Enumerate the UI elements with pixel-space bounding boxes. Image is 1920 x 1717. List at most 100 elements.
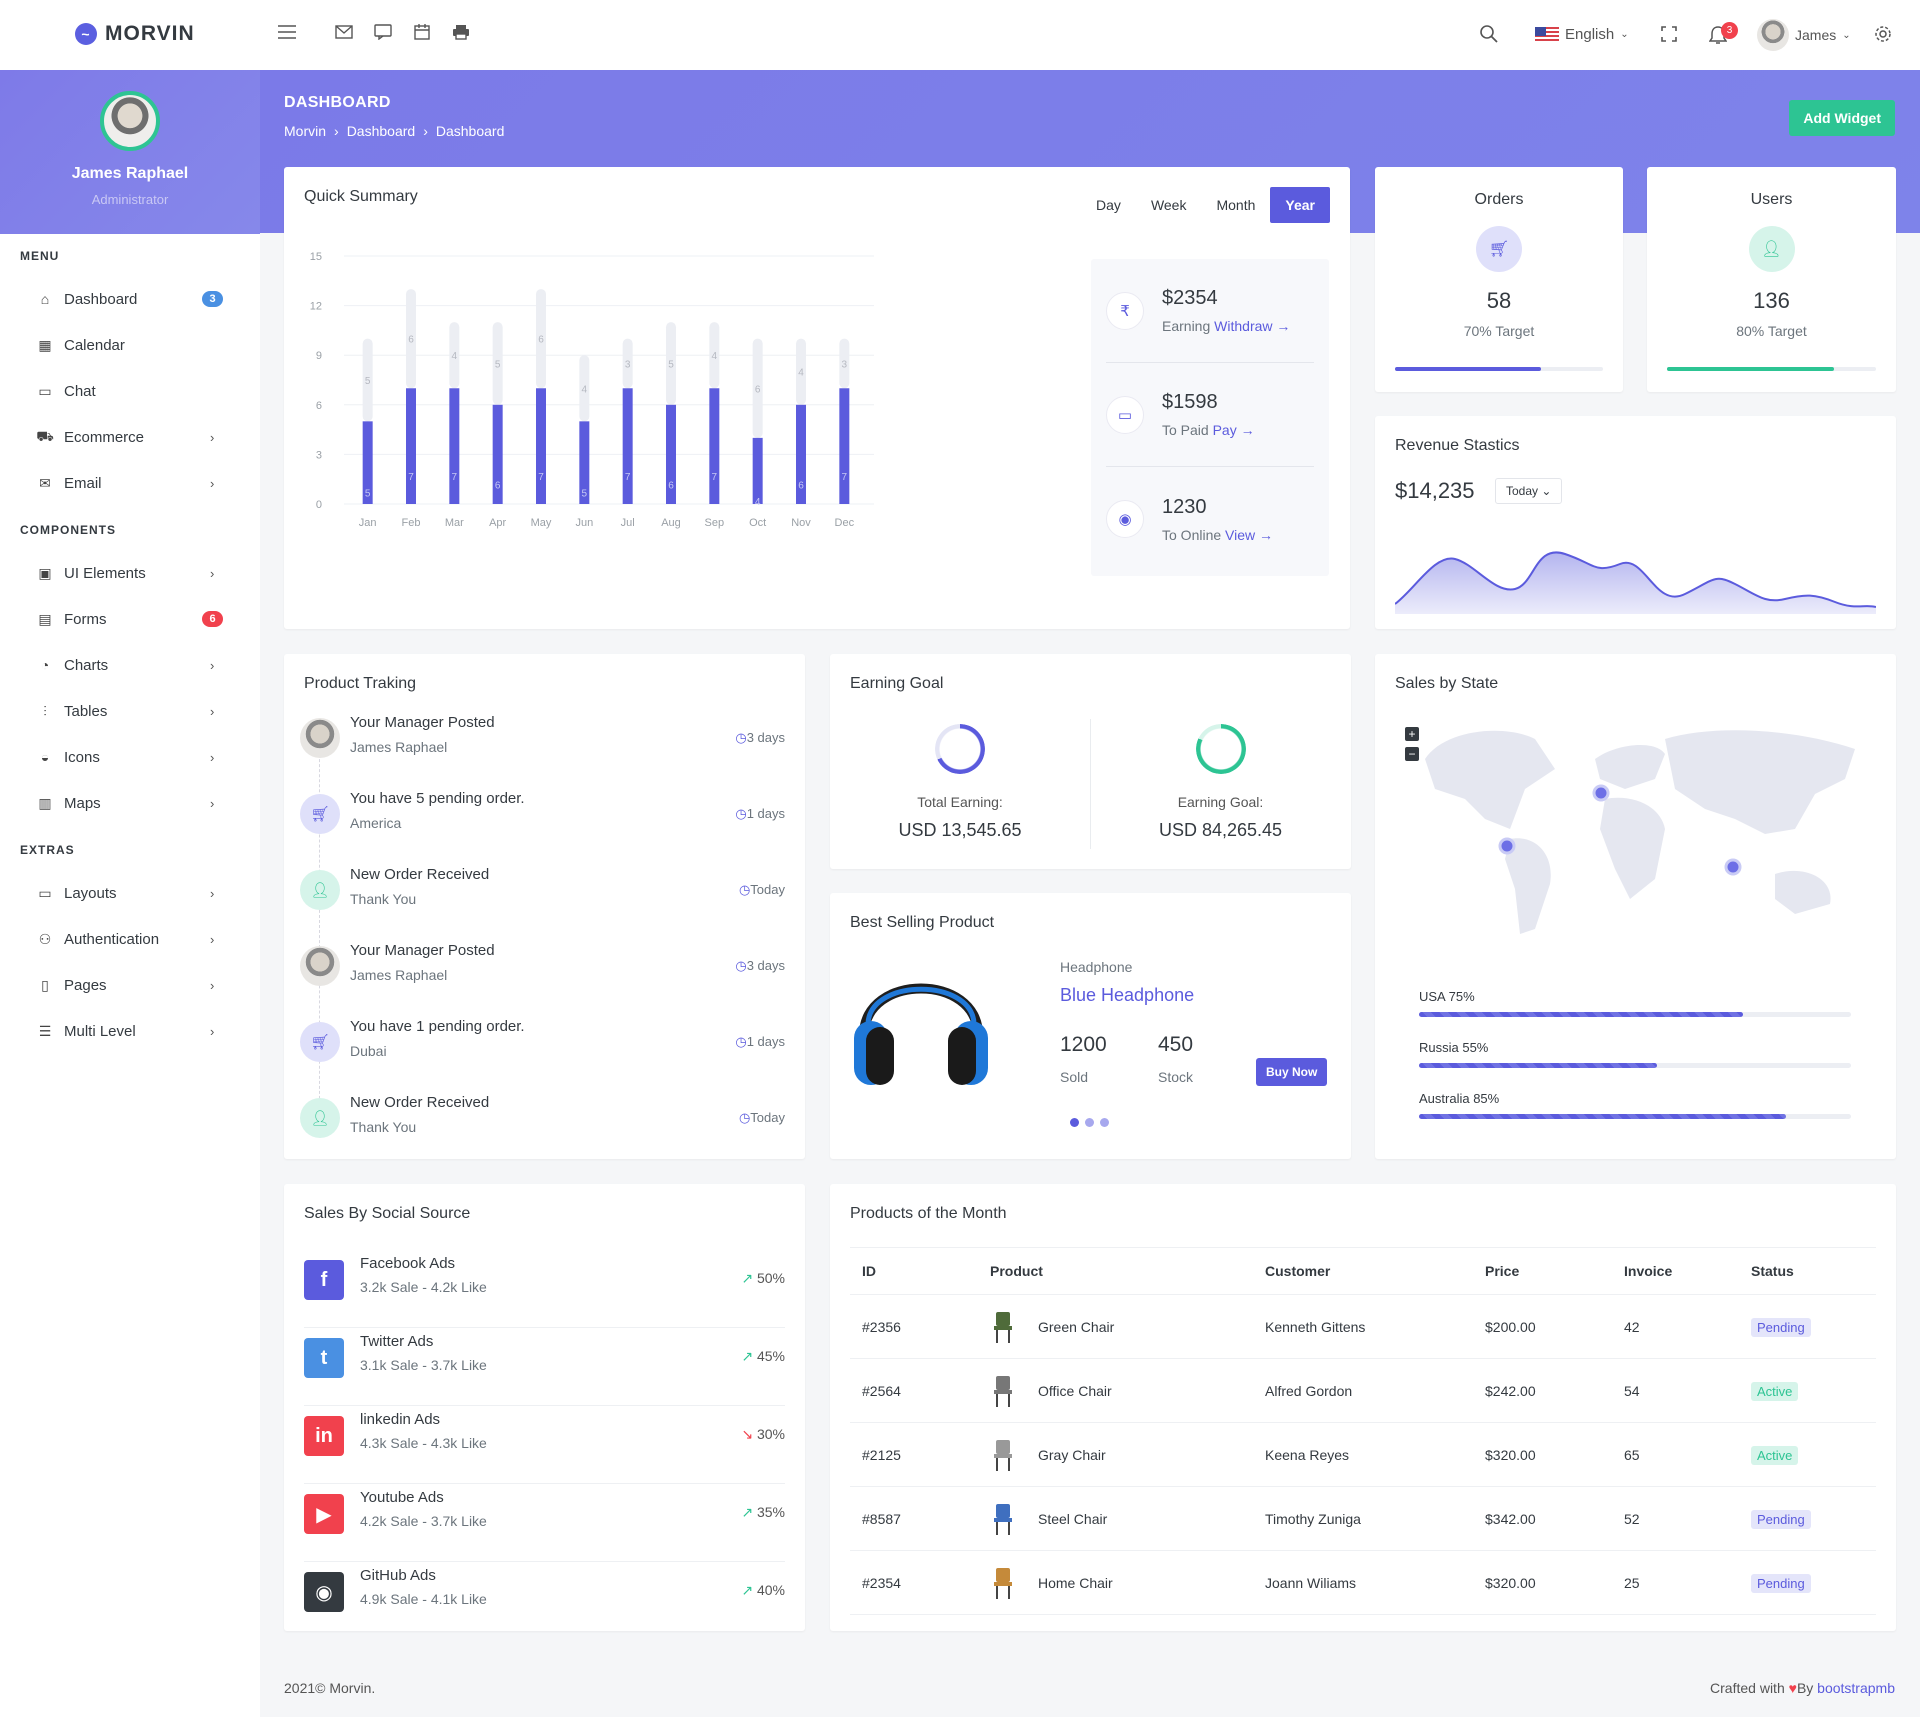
- state-row: Australia 85%: [1419, 1091, 1851, 1142]
- tab-day[interactable]: Day: [1096, 197, 1121, 213]
- sidebar-item-ecommerce[interactable]: ⛟ Ecommerce ›: [0, 414, 260, 460]
- stat-link[interactable]: Pay: [1212, 422, 1237, 438]
- bar-value-label: 6: [668, 480, 674, 491]
- bar-secondary: [492, 322, 503, 405]
- settings-gear-icon[interactable]: [1874, 25, 1892, 43]
- stat-link[interactable]: View: [1225, 526, 1256, 543]
- brand-logo[interactable]: ~ MORVIN: [75, 22, 195, 46]
- divider: [1090, 719, 1091, 849]
- revenue-filter-dropdown[interactable]: Today ⌄: [1495, 478, 1563, 504]
- breadcrumb-item[interactable]: Dashboard: [346, 123, 416, 139]
- sales-by-state-card: Sales by State + − USA 75% Russia 55% Aust…: [1375, 654, 1896, 1159]
- bar-primary: [839, 388, 850, 504]
- us-flag-icon: [1535, 26, 1559, 43]
- sidebar-item-layouts[interactable]: ▭ Layouts ›: [0, 870, 260, 916]
- language-selector[interactable]: English ⌄: [1535, 26, 1629, 43]
- cell-id: #8587: [862, 1510, 901, 1527]
- user-menu[interactable]: James ⌄: [1757, 19, 1851, 51]
- carousel-dot[interactable]: [1070, 1118, 1079, 1127]
- zoom-in-button[interactable]: +: [1405, 727, 1419, 741]
- period-tabs: Day Week Month Year: [1081, 187, 1330, 223]
- youtube-icon: ▶: [304, 1494, 344, 1534]
- sidebar-item-calendar[interactable]: ▦ Calendar: [0, 322, 260, 368]
- table-row[interactable]: #2356 Green Chair Kenneth Gittens $200.00 42…: [850, 1295, 1876, 1359]
- timeline-time: ◷Today: [739, 1110, 785, 1126]
- sidebar-item-dashboard[interactable]: ⌂ Dashboard 3: [0, 276, 260, 322]
- profile-avatar[interactable]: [100, 91, 160, 151]
- printer-icon[interactable]: [451, 22, 470, 41]
- timeline-sub: James Raphael: [350, 967, 448, 983]
- chair-image: [990, 1310, 1018, 1344]
- table-row[interactable]: #2125 Gray Chair Keena Reyes $320.00 65 Activ…: [850, 1423, 1876, 1487]
- cell-price: $242.00: [1485, 1382, 1536, 1399]
- sidebar-item-pages[interactable]: ▯ Pages ›: [0, 962, 260, 1008]
- calendar-icon: ▦: [38, 336, 52, 353]
- breadcrumb-item[interactable]: Morvin: [284, 123, 327, 139]
- search-icon[interactable]: [1480, 25, 1498, 43]
- column-header: Price: [1485, 1263, 1520, 1279]
- sidebar-item-maps[interactable]: ▥ Maps ›: [0, 780, 260, 826]
- menu-badge: 6: [202, 611, 223, 627]
- sidebar-item-tables[interactable]: ⫶ Tables ›: [0, 688, 260, 734]
- users-value: 136: [1753, 288, 1790, 313]
- time-label: 1 days: [746, 1034, 785, 1049]
- chat-icon[interactable]: [373, 22, 392, 41]
- buy-now-button[interactable]: Buy Now: [1256, 1058, 1328, 1086]
- sidebar-item-icons[interactable]: ◒ Icons ›: [0, 734, 260, 780]
- bar-primary: [406, 388, 416, 504]
- timeline-item: Your Manager Posted James Raphael ◷3 days: [300, 942, 785, 1002]
- product-category: Headphone: [1060, 959, 1133, 975]
- sidebar-item-multi-level[interactable]: ☰ Multi Level ›: [0, 1008, 260, 1054]
- column-header: Customer: [1265, 1263, 1331, 1279]
- bar-primary: [709, 388, 720, 504]
- card-title: Revenue Stastics: [1395, 437, 1520, 454]
- timeline-sub: Dubai: [350, 1043, 387, 1059]
- fullscreen-icon[interactable]: [1661, 26, 1677, 42]
- bar-value-label: 4: [755, 497, 761, 508]
- hamburger-menu-icon[interactable]: [277, 22, 296, 41]
- headphone-image: [854, 983, 988, 1085]
- social-sub: 4.2k Sale - 3.7k Like: [360, 1513, 487, 1529]
- breadcrumb: Morvin › Dashboard › Dashboard: [284, 123, 504, 139]
- cart-icon: 🛒︎: [300, 1022, 340, 1062]
- social-source-card: Sales By Social Source f Facebook Ads 3.2k…: [284, 1184, 805, 1631]
- credits-prefix: Crafted with: [1710, 1680, 1785, 1696]
- sidebar-item-chat[interactable]: ▭ Chat: [0, 368, 260, 414]
- stat-link[interactable]: Withdraw: [1214, 318, 1273, 334]
- bar-primary: [666, 404, 676, 504]
- sidebar-item-authentication[interactable]: ⚇ Authentication ›: [0, 916, 260, 962]
- sidebar-item-ui-elements[interactable]: ▣ UI Elements ›: [0, 550, 260, 596]
- sidebar-item-email[interactable]: ✉ Email ›: [0, 460, 260, 506]
- card-title: Product Traking: [304, 675, 417, 692]
- state-label: Australia 85%: [1419, 1091, 1500, 1106]
- status-badge: Active: [1751, 1445, 1799, 1465]
- bar-value-label: 4: [712, 351, 718, 362]
- bar-value-label: 6: [495, 480, 501, 491]
- sidebar-profile: James Raphael Administrator: [0, 70, 260, 234]
- bar-secondary: [796, 338, 806, 405]
- product-name[interactable]: Blue Headphone: [1060, 985, 1195, 1005]
- calendar-icon[interactable]: [412, 22, 431, 41]
- sidebar-item-forms[interactable]: ▤ Forms 6: [0, 596, 260, 642]
- facebook-icon: f: [304, 1260, 344, 1300]
- card-title: Quick Summary: [304, 188, 418, 205]
- carousel-dot[interactable]: [1085, 1118, 1094, 1127]
- mail-icon[interactable]: [334, 22, 353, 41]
- user-name: James: [1795, 27, 1837, 43]
- zoom-out-button[interactable]: −: [1405, 747, 1419, 761]
- total-earning-block: Total Earning: USD 13,545.65: [830, 724, 1090, 841]
- tab-month[interactable]: Month: [1216, 197, 1256, 213]
- notifications-button[interactable]: 3: [1709, 22, 1738, 45]
- table-row[interactable]: #8587 Steel Chair Timothy Zuniga $342.00 52 P…: [850, 1487, 1876, 1551]
- table-row[interactable]: #2564 Office Chair Alfred Gordon $242.00 54 A…: [850, 1359, 1876, 1423]
- revenue-total: $14,235: [1395, 478, 1475, 503]
- sliders-icon: ⫶: [43, 702, 47, 719]
- table-row[interactable]: #2354 Home Chair Joann Wiliams $320.00 25 Pen…: [850, 1551, 1876, 1615]
- credits-link[interactable]: bootstrapmb: [1817, 1680, 1895, 1696]
- pie-chart-icon: ◔: [40, 657, 50, 673]
- add-widget-button[interactable]: Add Widget: [1789, 100, 1895, 136]
- sidebar-item-charts[interactable]: ◔ Charts ›: [0, 642, 260, 688]
- tab-week[interactable]: Week: [1150, 197, 1187, 213]
- carousel-dot[interactable]: [1100, 1118, 1109, 1127]
- tab-year[interactable]: Year: [1270, 187, 1330, 223]
